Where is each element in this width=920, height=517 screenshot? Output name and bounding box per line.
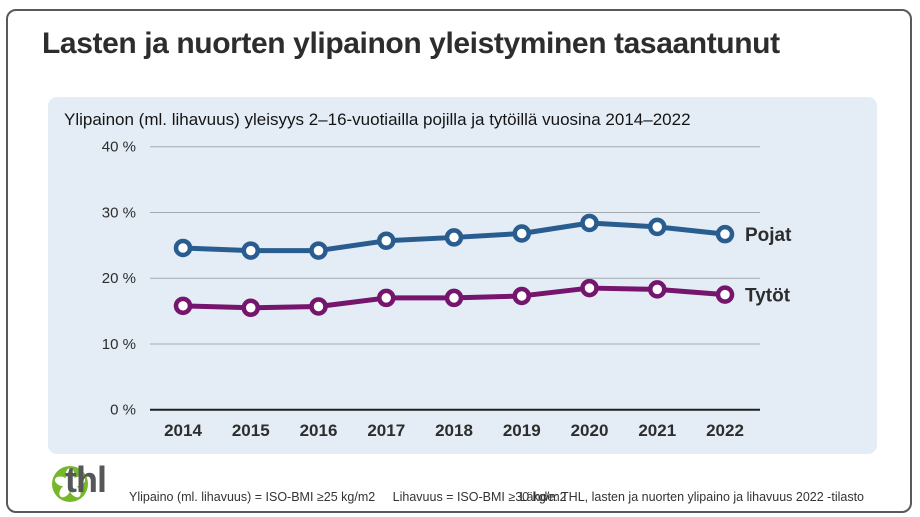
x-tick-label: 2016 <box>300 421 338 440</box>
y-tick-label: 30 % <box>102 204 136 221</box>
data-point <box>512 224 531 243</box>
series-label-tytöt: Tytöt <box>745 286 791 307</box>
data-point <box>377 231 396 250</box>
data-point <box>241 241 260 260</box>
chart-subtitle: Ylipainon (ml. lihavuus) yleisyys 2–16-v… <box>64 110 691 129</box>
data-point <box>444 288 464 308</box>
footnote-obesity: Lihavuus = ISO-BMI ≥30 kg/m2 <box>392 490 567 504</box>
data-point <box>241 298 260 318</box>
logo-petal <box>59 484 71 498</box>
data-point <box>648 280 667 299</box>
thl-wordmark: thl <box>65 459 107 500</box>
x-tick-label: 2015 <box>232 421 270 440</box>
data-point <box>648 217 667 237</box>
data-point <box>173 296 193 316</box>
data-point <box>309 297 328 316</box>
source-text: Lähde: THL, lasten ja nuorten ylipaino j… <box>519 490 864 504</box>
x-tick-label: 2022 <box>706 421 744 440</box>
series-label-pojat: Pojat <box>745 225 792 246</box>
card: Lasten ja nuorten ylipainon yleistyminen… <box>6 9 912 513</box>
logo-clover <box>54 468 86 498</box>
chart: 40 % 30 % 20 % 10 % 0 % 2014 2015 2016 2017 2018 2… <box>102 139 792 440</box>
data-point <box>715 224 735 244</box>
data-point <box>309 241 328 260</box>
chart-panel: Ylipainon (ml. lihavuus) yleisyys 2–16-v… <box>48 97 877 454</box>
y-tick-label: 20 % <box>102 270 136 287</box>
thl-logo-icon <box>52 466 88 502</box>
x-tick-label: 2017 <box>367 421 405 440</box>
x-tick-label: 2021 <box>638 421 676 440</box>
logo-petal <box>71 476 86 487</box>
y-tick-label: 10 % <box>102 336 136 353</box>
data-point <box>377 288 396 308</box>
y-tick-label: 0 % <box>110 402 136 419</box>
logo-petal <box>69 484 81 498</box>
data-point <box>444 228 464 247</box>
page-title: Lasten ja nuorten ylipainon yleistyminen… <box>42 27 780 60</box>
data-point <box>580 278 599 298</box>
data-point <box>580 213 599 233</box>
x-tick-label: 2019 <box>503 421 541 440</box>
footnotes: Ylipaino (ml. lihavuus) = ISO-BMI ≥25 kg… <box>129 490 581 504</box>
y-tick-label: 40 % <box>102 139 136 156</box>
x-tick-label: 2020 <box>571 421 609 440</box>
data-point <box>512 286 531 306</box>
data-point <box>173 238 193 258</box>
logo-petal <box>54 476 69 487</box>
x-tick-label: 2014 <box>164 421 202 440</box>
x-tick-label: 2018 <box>435 421 473 440</box>
logo-petal <box>65 468 75 483</box>
footnote-overweight: Ylipaino (ml. lihavuus) = ISO-BMI ≥25 kg… <box>129 490 376 504</box>
data-point <box>715 285 735 304</box>
